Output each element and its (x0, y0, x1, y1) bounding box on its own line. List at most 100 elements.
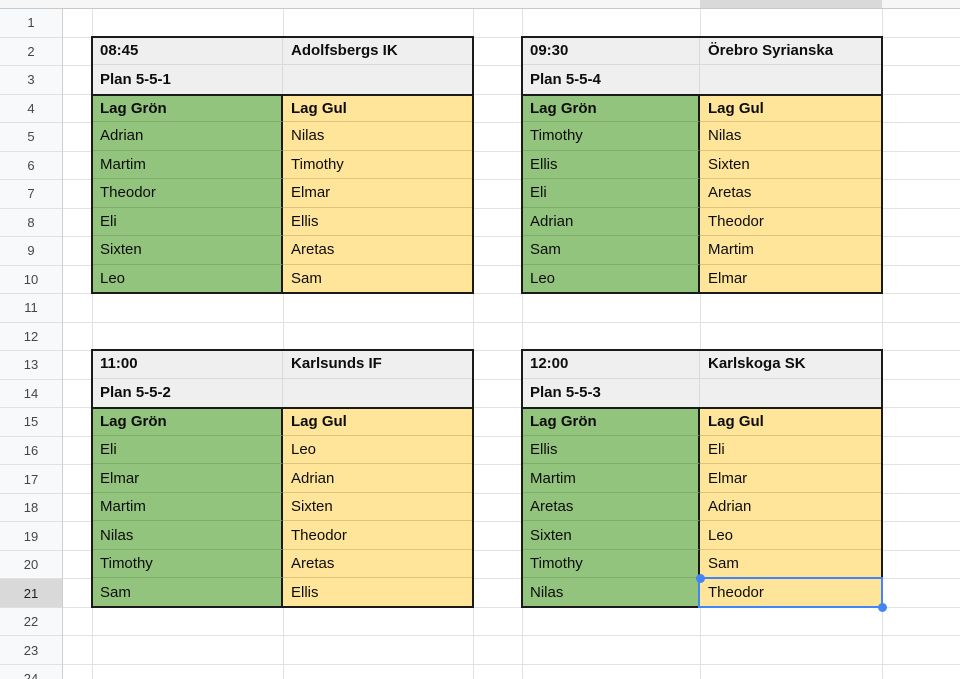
green-player-cell[interactable]: Martim (92, 492, 283, 522)
lag-gul-header[interactable]: Lag Gul (283, 93, 473, 123)
empty-header-cell[interactable] (283, 378, 473, 408)
yellow-player-cell[interactable]: Leo (283, 435, 473, 465)
green-player-cell[interactable]: Adrian (522, 207, 700, 237)
lag-gron-header[interactable]: Lag Grön (522, 93, 700, 123)
yellow-player-cell[interactable]: Timothy (283, 150, 473, 180)
yellow-player-cell[interactable]: Aretas (700, 179, 882, 208)
yellow-player-cell[interactable]: Elmar (700, 464, 882, 493)
green-player-cell[interactable]: Adrian (92, 122, 283, 151)
row-header-9[interactable]: 9 (0, 237, 62, 266)
empty-header-cell[interactable] (283, 65, 473, 94)
row-header-12[interactable]: 12 (0, 322, 62, 352)
lag-gul-header[interactable]: Lag Gul (700, 93, 882, 123)
green-player-cell[interactable]: Leo (92, 264, 283, 294)
plan-cell[interactable]: Plan 5-5-4 (522, 65, 700, 94)
green-player-cell[interactable]: Timothy (522, 122, 700, 151)
empty-header-cell[interactable] (700, 378, 882, 408)
row-header-21[interactable]: 21 (0, 579, 62, 608)
yellow-player-cell[interactable]: Elmar (700, 264, 882, 294)
plan-cell[interactable]: Plan 5-5-2 (92, 378, 283, 408)
time-cell[interactable]: 09:30 (522, 36, 700, 66)
row-header-18[interactable]: 18 (0, 493, 62, 523)
yellow-player-cell[interactable]: Aretas (283, 236, 473, 265)
yellow-player-cell[interactable]: Ellis (283, 207, 473, 237)
plan-cell[interactable]: Plan 5-5-1 (92, 65, 283, 94)
empty-header-cell[interactable] (700, 65, 882, 94)
yellow-player-cell[interactable]: Theodor (700, 207, 882, 237)
row-header-3[interactable]: 3 (0, 66, 62, 95)
row-header-20[interactable]: 20 (0, 550, 62, 580)
row-header-22[interactable]: 22 (0, 607, 62, 637)
row-header-13[interactable]: 13 (0, 351, 62, 380)
yellow-player-cell[interactable]: Sixten (283, 492, 473, 522)
row-header-4[interactable]: 4 (0, 94, 62, 124)
lag-gul-header[interactable]: Lag Gul (700, 407, 882, 436)
club-cell[interactable]: Karlsunds IF (283, 350, 473, 379)
yellow-player-cell-selected[interactable]: Theodor (700, 578, 882, 607)
time-cell[interactable]: 12:00 (522, 350, 700, 379)
club-cell[interactable]: Karlskoga SK (700, 350, 882, 379)
row-header-19[interactable]: 19 (0, 522, 62, 551)
row-header-24[interactable]: 24 (0, 664, 62, 679)
yellow-player-cell[interactable]: Elmar (283, 179, 473, 208)
club-cell[interactable]: Adolfsbergs IK (283, 36, 473, 66)
row-header-6[interactable]: 6 (0, 151, 62, 181)
time-cell[interactable]: 11:00 (92, 350, 283, 379)
sheet-grid[interactable] (0, 9, 960, 679)
green-player-cell[interactable]: Ellis (522, 150, 700, 180)
lag-gron-header[interactable]: Lag Grön (92, 93, 283, 123)
green-player-cell[interactable]: Eli (92, 435, 283, 465)
row-header-16[interactable]: 16 (0, 436, 62, 466)
green-player-cell[interactable]: Timothy (92, 549, 283, 579)
green-player-cell[interactable]: Nilas (92, 521, 283, 550)
row-header-8[interactable]: 8 (0, 208, 62, 238)
yellow-player-cell[interactable]: Aretas (283, 549, 473, 579)
row-header-23[interactable]: 23 (0, 636, 62, 665)
lag-gul-header[interactable]: Lag Gul (283, 407, 473, 436)
green-player-cell[interactable]: Ellis (522, 435, 700, 465)
green-player-cell[interactable]: Sam (92, 578, 283, 607)
yellow-player-cell[interactable]: Sam (700, 549, 882, 579)
green-player-cell[interactable]: Martim (522, 464, 700, 493)
yellow-player-cell[interactable]: Nilas (283, 122, 473, 151)
yellow-player-cell[interactable]: Sam (283, 264, 473, 294)
green-player-cell[interactable]: Timothy (522, 549, 700, 579)
row-header-11[interactable]: 11 (0, 294, 62, 323)
selection-handle-bottom-right[interactable] (878, 602, 887, 612)
green-player-cell[interactable]: Nilas (522, 578, 700, 607)
green-player-cell[interactable]: Theodor (92, 179, 283, 208)
green-player-cell[interactable]: Aretas (522, 492, 700, 522)
row-header-17[interactable]: 17 (0, 465, 62, 494)
row-header-5[interactable]: 5 (0, 123, 62, 152)
green-player-cell[interactable]: Sam (522, 236, 700, 265)
green-player-cell[interactable]: Martim (92, 150, 283, 180)
yellow-player-cell[interactable]: Sixten (700, 150, 882, 180)
selection-handle-top-left[interactable] (695, 573, 705, 583)
lag-gron-header[interactable]: Lag Grön (92, 407, 283, 436)
plan-cell[interactable]: Plan 5-5-3 (522, 378, 700, 408)
row-header-1[interactable]: 1 (0, 9, 62, 38)
yellow-player-cell[interactable]: Adrian (700, 492, 882, 522)
column-headers-partial[interactable] (0, 0, 960, 9)
yellow-player-cell[interactable]: Ellis (283, 578, 473, 607)
yellow-player-cell[interactable]: Martim (700, 236, 882, 265)
yellow-player-cell[interactable]: Eli (700, 435, 882, 465)
lag-gron-header[interactable]: Lag Grön (522, 407, 700, 436)
green-player-cell[interactable]: Eli (92, 207, 283, 237)
green-player-cell[interactable]: Eli (522, 179, 700, 208)
row-header-15[interactable]: 15 (0, 408, 62, 437)
yellow-player-cell[interactable]: Nilas (700, 122, 882, 151)
green-player-cell[interactable]: Sixten (522, 521, 700, 550)
row-header-14[interactable]: 14 (0, 379, 62, 409)
row-header-2[interactable]: 2 (0, 37, 62, 67)
green-player-cell[interactable]: Leo (522, 264, 700, 294)
yellow-player-cell[interactable]: Adrian (283, 464, 473, 493)
row-header-7[interactable]: 7 (0, 180, 62, 209)
club-cell[interactable]: Örebro Syrianska (700, 36, 882, 66)
yellow-player-cell[interactable]: Leo (700, 521, 882, 550)
green-player-cell[interactable]: Elmar (92, 464, 283, 493)
row-header-column[interactable]: 1 2 3 4 5 6 7 8 9 10 11 12 13 14 15 16 17 18 19 20 21 22 23 24 (0, 9, 62, 679)
time-cell[interactable]: 08:45 (92, 36, 283, 66)
yellow-player-cell[interactable]: Theodor (283, 521, 473, 550)
green-player-cell[interactable]: Sixten (92, 236, 283, 265)
